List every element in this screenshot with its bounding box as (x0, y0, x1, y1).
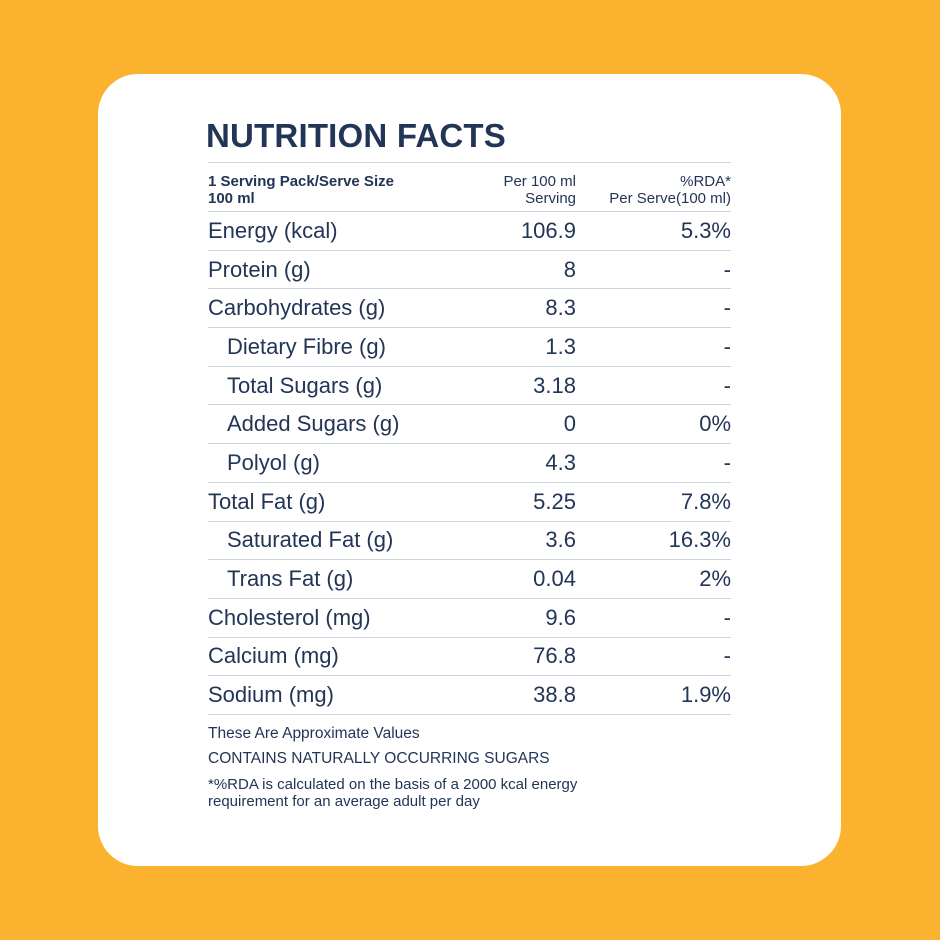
table-row: Trans Fat (g) 0.04 2% (208, 560, 731, 599)
nutrient-name: Calcium (mg) (208, 643, 339, 669)
footnotes: These Are Approximate Values CONTAINS NA… (208, 725, 728, 810)
nutrient-rda: 2% (699, 566, 731, 592)
table-row: Protein (g) 8 - (208, 251, 731, 290)
table-row: Carbohydrates (g) 8.3 - (208, 289, 731, 329)
approximate-values-note: These Are Approximate Values (208, 725, 420, 742)
nutrient-value: 5.25 (533, 488, 576, 514)
nutrient-value: 38.8 (533, 682, 576, 708)
table-row: Saturated Fat (g) 3.6 16.3% (208, 522, 731, 561)
nutrition-table: 1 Serving Pack/Serve Size 100 ml Per 100… (208, 162, 731, 715)
page-title: NUTRITION FACTS (206, 117, 506, 154)
nutrient-name: Dietary Fibre (g) (227, 333, 386, 359)
nutrient-rda: - (723, 333, 731, 359)
nutrient-name: Sodium (mg) (208, 682, 334, 708)
nutrient-name: Energy (kcal) (208, 217, 338, 243)
naturally-occurring-sugars-note: CONTAINS NATURALLY OCCURRING SUGARS (208, 750, 550, 767)
nutrient-name: Carbohydrates (g) (208, 295, 386, 321)
table-row: Polyol (g) 4.3 - (208, 444, 731, 483)
table-row: Energy (kcal) 106.9 5.3% (208, 212, 731, 251)
nutrient-name: Total Fat (g) (208, 488, 326, 514)
nutrient-value: 4.3 (545, 449, 576, 475)
nutrient-value: 0.04 (533, 566, 576, 592)
header-serving-size: 1 Serving Pack/Serve Size 100 ml (208, 173, 394, 207)
nutrient-name: Polyol (g) (227, 449, 320, 475)
nutrient-rda: 0% (699, 411, 731, 437)
nutrient-value: 1.3 (545, 333, 576, 359)
nutrient-value: 9.6 (545, 604, 576, 630)
nutrient-name: Added Sugars (g) (227, 411, 400, 437)
nutrient-value: 106.9 (520, 217, 576, 243)
nutrient-rda: 16.3% (668, 527, 731, 553)
table-row: Total Fat (g) 5.25 7.8% (208, 483, 731, 522)
table-row: Total Sugars (g) 3.18 - (208, 367, 731, 406)
nutrient-value: 3.18 (533, 372, 576, 398)
table-row: Added Sugars (g) 0 0% (208, 405, 731, 445)
table-header: 1 Serving Pack/Serve Size 100 ml Per 100… (208, 162, 731, 212)
nutrient-rda: - (723, 643, 731, 669)
table-row: Dietary Fibre (g) 1.3 - (208, 328, 731, 367)
nutrient-name: Cholesterol (mg) (208, 604, 371, 630)
nutrient-name: Total Sugars (g) (227, 372, 383, 398)
table-row: Calcium (mg) 76.8 - (208, 638, 731, 677)
nutrient-rda: 1.9% (680, 682, 731, 708)
header-rda: %RDA* Per Serve(100 ml) (609, 173, 731, 207)
nutrient-rda: - (723, 372, 731, 398)
table-row: Cholesterol (mg) 9.6 - (208, 599, 731, 638)
nutrient-name: Saturated Fat (g) (227, 527, 394, 553)
nutrition-card: NUTRITION FACTS 1 Serving Pack/Serve Siz… (98, 74, 841, 866)
table-row: Sodium (mg) 38.8 1.9% (208, 676, 731, 715)
nutrient-rda: - (723, 449, 731, 475)
nutrient-rda: - (723, 604, 731, 630)
nutrient-name: Trans Fat (g) (227, 566, 354, 592)
nutrient-rda: - (723, 256, 731, 282)
nutrient-value: 8 (563, 256, 576, 282)
nutrient-rda: 7.8% (680, 488, 731, 514)
header-per-100ml: Per 100 ml Serving (503, 173, 576, 207)
rda-footnote: *%RDA is calculated on the basis of a 20… (208, 776, 578, 810)
nutrient-value: 8.3 (545, 295, 576, 321)
nutrient-value: 76.8 (533, 643, 576, 669)
nutrient-name: Protein (g) (208, 256, 311, 282)
nutrient-rda: - (723, 295, 731, 321)
nutrient-rda: 5.3% (680, 217, 731, 243)
nutrient-value: 3.6 (545, 527, 576, 553)
nutrient-value: 0 (563, 411, 576, 437)
